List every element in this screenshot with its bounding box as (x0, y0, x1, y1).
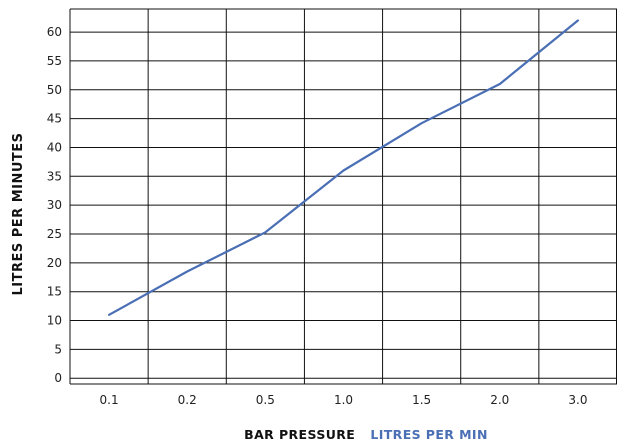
y-tick-label: 15 (47, 285, 62, 299)
series-group (107, 19, 580, 316)
y-tick-label: 35 (47, 169, 62, 183)
x-tick-label: 0.1 (100, 393, 119, 407)
x-tick-label: 0.5 (256, 393, 275, 407)
x-axis-title: BAR PRESSURE LITRES PER MIN (244, 424, 488, 442)
y-tick-label: 55 (47, 54, 62, 68)
x-axis-label: BAR PRESSURE (244, 427, 355, 442)
y-tick-label: 5 (54, 342, 62, 356)
y-axis-label: LITRES PER MINUTES (11, 132, 26, 295)
y-tick-label: 60 (47, 25, 62, 39)
y-tick-label: 30 (47, 198, 62, 212)
grid (69, 8, 617, 385)
y-tick-label: 50 (47, 83, 62, 97)
y-tick-label: 0 (54, 371, 62, 385)
legend-label: LITRES PER MIN (370, 427, 488, 442)
y-tick-label: 25 (47, 227, 62, 241)
x-tick-label: 3.0 (568, 393, 587, 407)
x-tick-label: 1.5 (412, 393, 431, 407)
x-tick-label: 2.0 (490, 393, 509, 407)
x-tick-label: 1.0 (334, 393, 353, 407)
y-tick-label: 20 (47, 256, 62, 270)
y-tick-label: 40 (47, 140, 62, 154)
x-axis-ticks: 0.1 0.2 0.5 1.0 1.5 2.0 3.0 (100, 393, 588, 407)
y-tick-label: 10 (47, 314, 62, 328)
x-tick-label: 0.2 (178, 393, 197, 407)
series-line (107, 19, 580, 316)
y-tick-label: 45 (47, 112, 62, 126)
y-axis-ticks: 0 5 10 15 20 25 30 35 40 45 50 55 60 (47, 25, 62, 385)
